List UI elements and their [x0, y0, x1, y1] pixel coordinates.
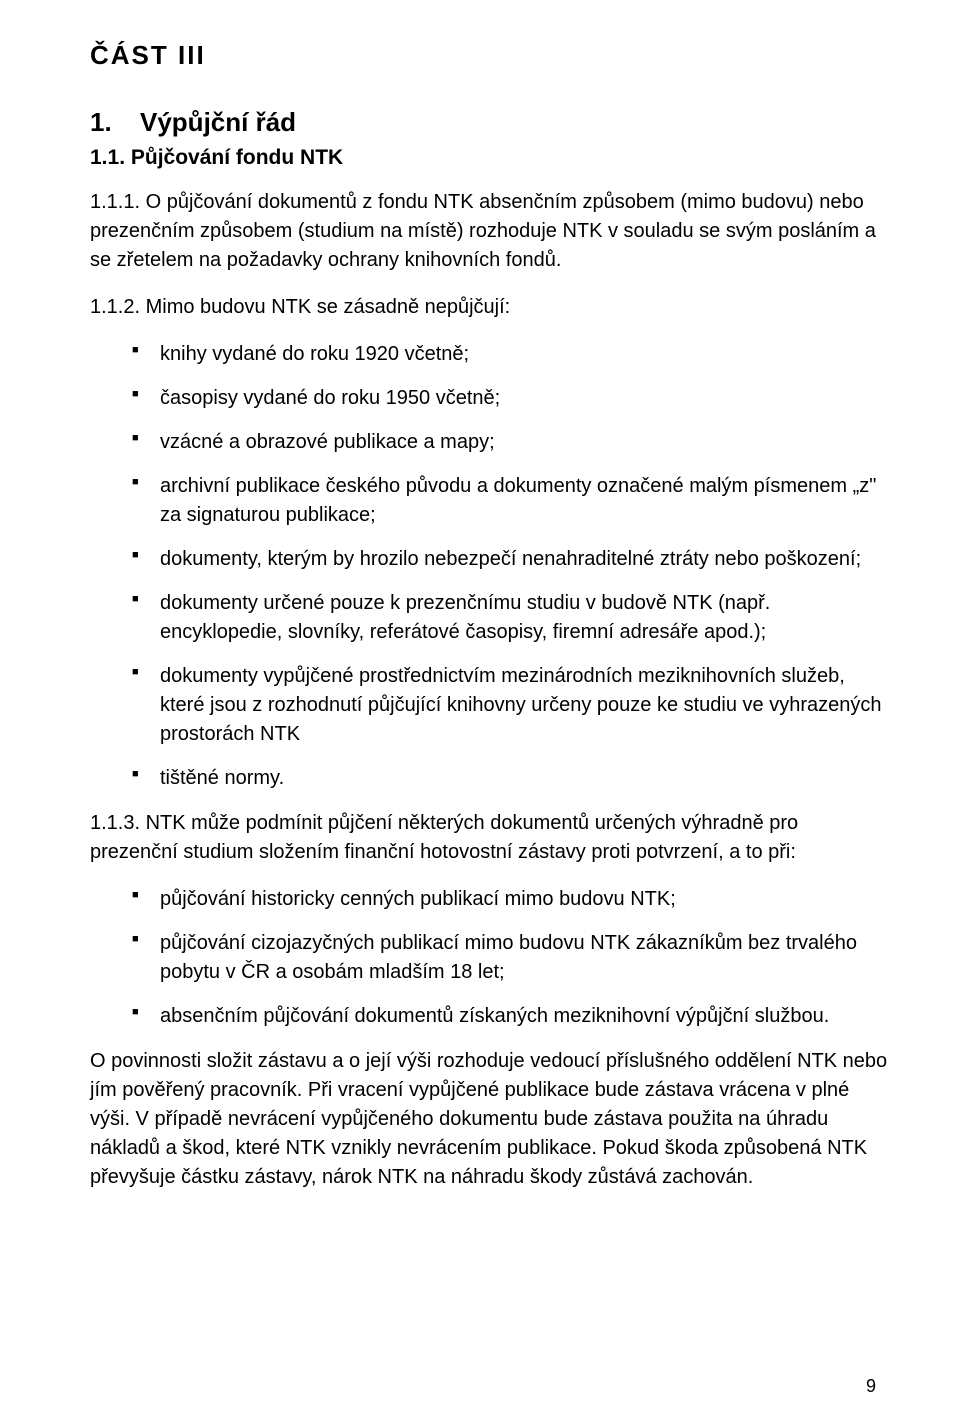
list-item: knihy vydané do roku 1920 včetně; [132, 340, 890, 369]
section-heading: 1. Výpůjční řád [90, 107, 890, 138]
list-112: knihy vydané do roku 1920 včetně; časopi… [90, 340, 890, 793]
paragraph-113: 1.1.3. NTK může podmínit půjčení některý… [90, 809, 890, 867]
list-item: dokumenty, kterým by hrozilo nebezpečí n… [132, 545, 890, 574]
list-113: půjčování historicky cenných publikací m… [90, 885, 890, 1031]
list-item: časopisy vydané do roku 1950 včetně; [132, 384, 890, 413]
section-number: 1. [90, 107, 140, 138]
paragraph-final: O povinnosti složit zástavu a o její výš… [90, 1047, 890, 1192]
list-item: absenčním půjčování dokumentů získaných … [132, 1002, 890, 1031]
list-item: půjčování cizojazyčných publikací mimo b… [132, 929, 890, 987]
page-number: 9 [866, 1376, 876, 1397]
list-item: vzácné a obrazové publikace a mapy; [132, 428, 890, 457]
list-item: tištěné normy. [132, 764, 890, 793]
paragraph-111: 1.1.1. O půjčování dokumentů z fondu NTK… [90, 188, 890, 275]
section-title: Výpůjční řád [140, 107, 296, 138]
list-item: dokumenty vypůjčené prostřednictvím mezi… [132, 662, 890, 749]
list-item: dokumenty určené pouze k prezenčnímu stu… [132, 589, 890, 647]
part-title: ČÁST III [90, 40, 890, 71]
paragraph-112: 1.1.2. Mimo budovu NTK se zásadně nepůjč… [90, 293, 890, 322]
subsection-title: 1.1. Půjčování fondu NTK [90, 146, 890, 170]
list-item: archivní publikace českého původu a doku… [132, 472, 890, 530]
list-item: půjčování historicky cenných publikací m… [132, 885, 890, 914]
